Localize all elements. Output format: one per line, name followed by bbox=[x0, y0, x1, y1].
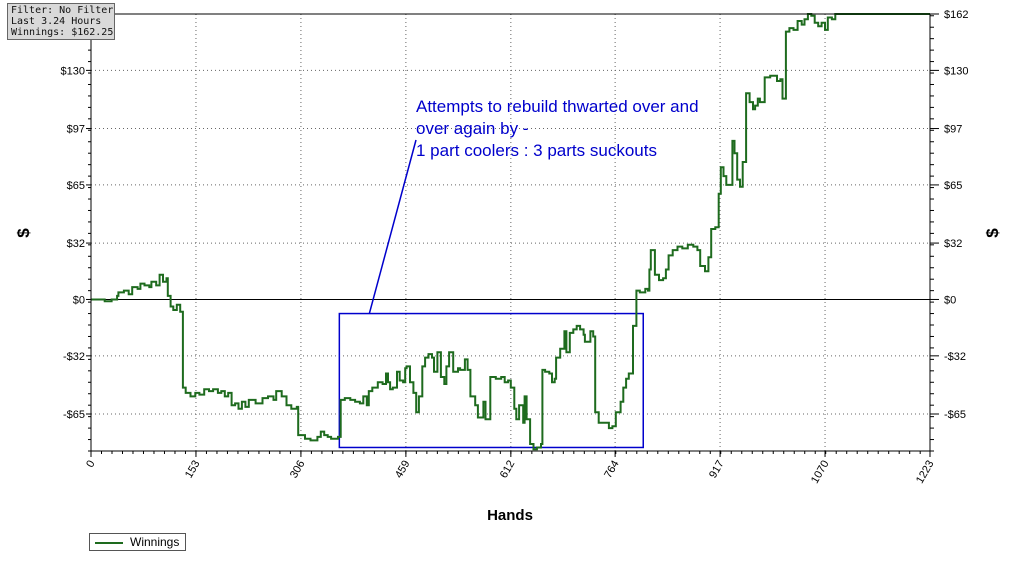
y-tick-label-right: $0 bbox=[944, 294, 956, 306]
x-tick-label: 153 bbox=[183, 459, 203, 481]
annotation-line-3: 1 part coolers : 3 parts suckouts bbox=[416, 141, 657, 160]
y-tick-label-right: -$65 bbox=[944, 409, 966, 421]
y-tick-label-right: $32 bbox=[944, 238, 962, 250]
x-tick-label: 917 bbox=[707, 459, 727, 481]
filter-text: Filter: No Filter bbox=[11, 5, 114, 16]
legend-swatch bbox=[95, 542, 123, 544]
y-tick-label-right: $97 bbox=[944, 124, 962, 136]
x-tick-label: 1070 bbox=[809, 459, 832, 486]
y-tick-label-right: $162 bbox=[944, 9, 968, 21]
annotation-line-2: over again by - bbox=[416, 119, 529, 138]
y-tick-label-left: $97 bbox=[67, 124, 85, 136]
y-tick-label-right: $65 bbox=[944, 180, 962, 192]
annotation-text: Attempts to rebuild thwarted over and ov… bbox=[416, 96, 756, 162]
x-axis-title: Hands bbox=[487, 507, 533, 524]
x-tick-label: 459 bbox=[393, 459, 413, 481]
y-tick-label-left: $32 bbox=[67, 238, 85, 250]
series-line-winnings bbox=[91, 13, 930, 451]
x-tick-label: 306 bbox=[288, 459, 308, 481]
x-tick-label: 612 bbox=[498, 459, 518, 481]
y-tick-label-left: -$65 bbox=[63, 409, 85, 421]
y-tick-label-left: $65 bbox=[67, 180, 85, 192]
annotation-pointer-line bbox=[368, 139, 417, 314]
y-axis-title-left: $ bbox=[14, 228, 33, 238]
y-tick-label-left: $0 bbox=[73, 294, 85, 306]
x-tick-label: 0 bbox=[84, 459, 97, 470]
filter-info-box: Filter: No Filter Last 3.24 Hours Winnin… bbox=[7, 3, 115, 40]
y-tick-label-right: -$32 bbox=[944, 351, 966, 363]
legend-label: Winnings bbox=[130, 535, 180, 549]
duration-text: Last 3.24 Hours bbox=[11, 16, 102, 27]
winnings-text: Winnings: $162.25 bbox=[11, 27, 114, 38]
legend: Winnings bbox=[89, 533, 186, 551]
x-tick-label: 1223 bbox=[914, 459, 937, 486]
y-tick-label-right: $130 bbox=[944, 65, 968, 77]
annotation-layer bbox=[338, 139, 644, 449]
y-tick-label-left: $130 bbox=[61, 65, 85, 77]
y-axis-title-right: $ bbox=[983, 228, 1002, 238]
x-tick-label: 764 bbox=[602, 459, 622, 481]
annotation-rectangle bbox=[338, 312, 644, 449]
series-layer bbox=[91, 13, 930, 451]
annotation-line-1: Attempts to rebuild thwarted over and bbox=[416, 97, 699, 116]
y-tick-label-left: -$32 bbox=[63, 351, 85, 363]
axis-layer: $162$162$130$130$97$97$65$65$32$32$0$0-$… bbox=[61, 9, 969, 486]
